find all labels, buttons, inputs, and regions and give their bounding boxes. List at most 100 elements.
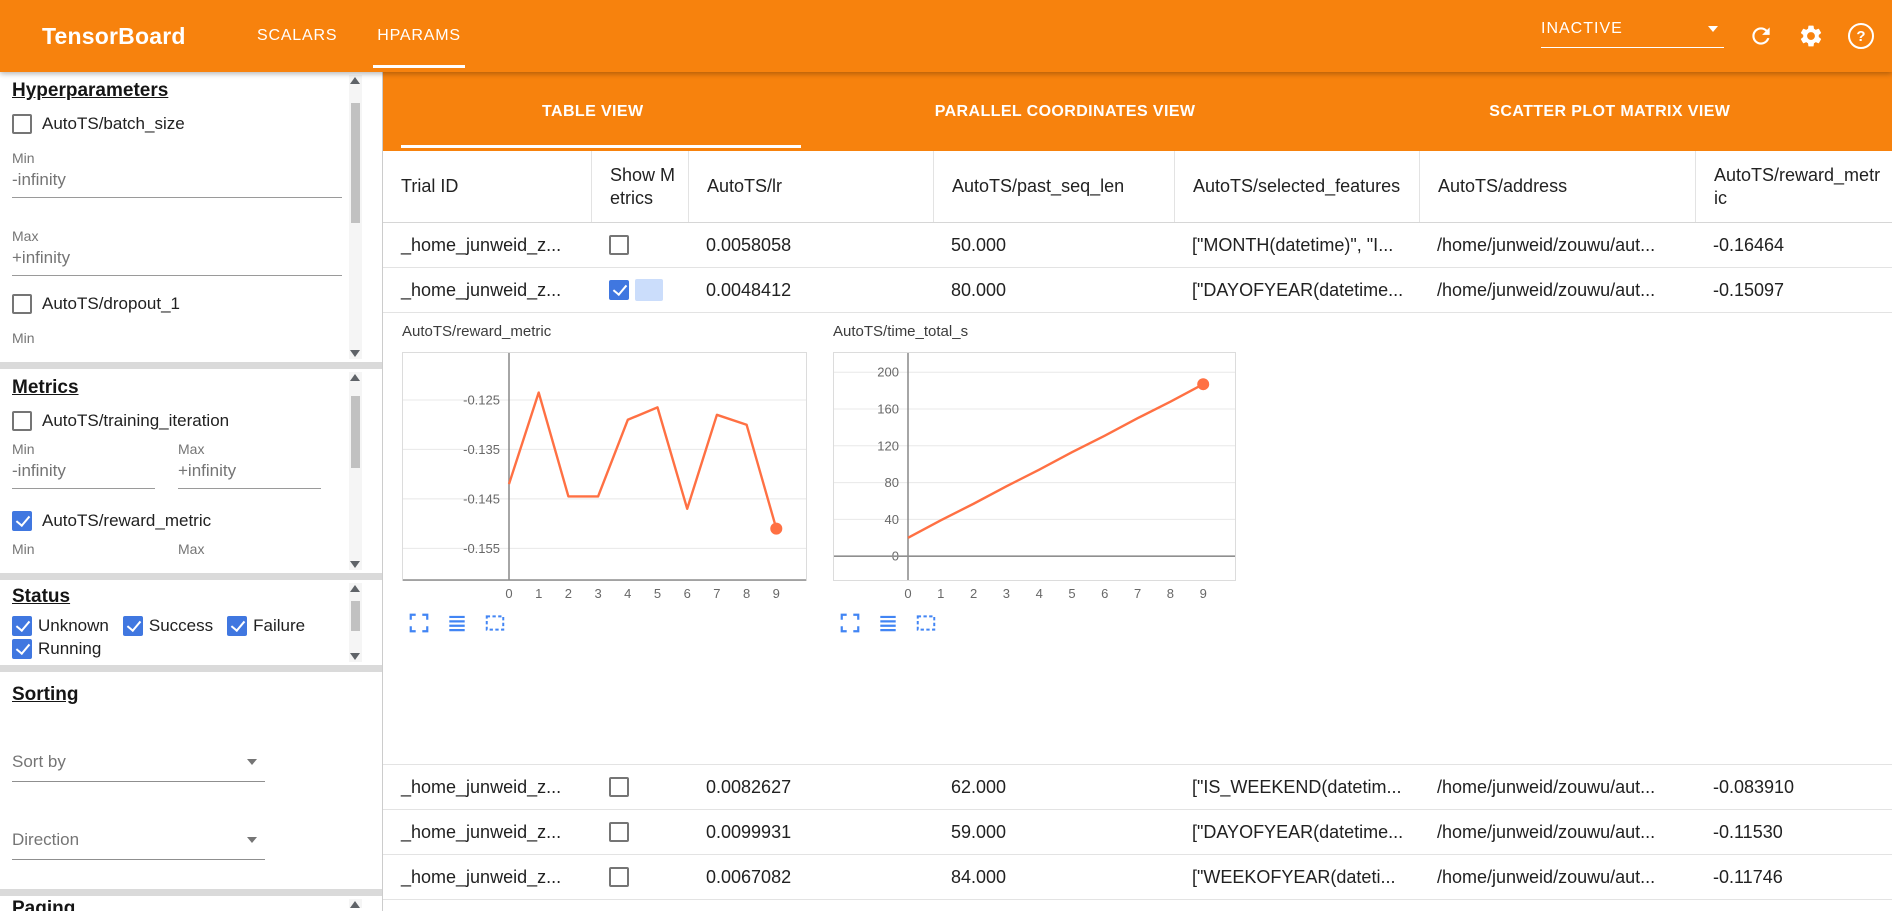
col-lr[interactable]: AutoTS/lr — [688, 151, 933, 222]
cell-lr: 0.0058058 — [706, 234, 792, 255]
status-option-running[interactable]: Running — [12, 639, 101, 659]
max-input[interactable]: +infinity — [12, 246, 342, 276]
max-input[interactable]: +infinity — [178, 459, 321, 489]
sort-by-label: Sort by — [12, 752, 66, 771]
checkbox-failure[interactable] — [227, 616, 248, 636]
checkbox-running[interactable] — [12, 639, 32, 659]
col-trial-id[interactable]: Trial ID — [401, 176, 459, 197]
cell-selected-features: ["MONTH(datetime)", "I... — [1192, 234, 1394, 255]
zoom-reset-icon[interactable] — [915, 612, 937, 634]
svg-text:-0.135: -0.135 — [463, 442, 500, 457]
checkbox-training-iteration[interactable] — [12, 411, 32, 431]
cell-show-metrics — [591, 777, 688, 797]
tab-table-view[interactable]: TABLE VIEW — [383, 72, 803, 151]
checkbox-dropout-1[interactable] — [12, 294, 32, 314]
min-label: Min — [12, 541, 35, 557]
svg-text:7: 7 — [1134, 586, 1141, 601]
data-view-icon[interactable] — [446, 612, 468, 634]
data-view-icon[interactable] — [877, 612, 899, 634]
metric-training-iteration-row: AutoTS/training_iteration — [12, 411, 370, 431]
cell-past-seq-len: 59.000 — [951, 821, 1007, 842]
show-metrics-checkbox[interactable] — [609, 280, 629, 300]
app-title: TensorBoard — [42, 22, 186, 49]
fullscreen-icon[interactable] — [839, 612, 861, 634]
svg-text:0: 0 — [505, 586, 512, 601]
checkbox-label: Failure — [253, 616, 306, 635]
checkbox-label: AutoTS/batch_size — [42, 114, 185, 133]
cell-address: /home/junweid/zouwu/aut... — [1437, 776, 1656, 797]
scrollbar-thumb[interactable] — [351, 103, 360, 223]
scroll-down-icon[interactable] — [350, 561, 360, 568]
section-title-paging: Paging — [12, 898, 76, 911]
settings-icon[interactable] — [1798, 23, 1824, 49]
checkbox-unknown[interactable] — [12, 616, 32, 636]
top-toolbar: TensorBoard SCALARS HPARAMS INACTIVE ? — [0, 0, 1892, 72]
svg-text:6: 6 — [684, 586, 691, 601]
scroll-up-icon[interactable] — [350, 901, 360, 908]
refresh-icon[interactable] — [1748, 23, 1774, 49]
section-scrollbar[interactable] — [349, 372, 362, 570]
tab-hparams[interactable]: HPARAMS — [357, 0, 481, 72]
status-option-failure[interactable]: Failure — [227, 616, 305, 636]
show-metrics-checkbox[interactable] — [609, 867, 629, 887]
status-option-success[interactable]: Success — [122, 616, 214, 636]
cell-selected-features: ["DAYOFYEAR(datetime... — [1192, 279, 1404, 300]
show-metrics-checkbox[interactable] — [609, 235, 629, 255]
col-reward-metric[interactable]: AutoTS/reward_metric — [1695, 151, 1892, 222]
svg-text:4: 4 — [1036, 586, 1043, 601]
min-input[interactable]: -infinity — [12, 168, 342, 198]
direction-select[interactable]: Direction — [12, 830, 265, 860]
tab-scalars[interactable]: SCALARS — [257, 27, 338, 44]
chart-toolbar — [402, 612, 807, 634]
table-row: _home_junweid_z... 0.0082627 62.000 ["IS… — [383, 765, 1892, 810]
chart-toolbar — [833, 612, 1236, 634]
table-row: _home_junweid_z... 0.0058058 50.000 ["MO… — [383, 223, 1892, 268]
scroll-up-icon[interactable] — [350, 77, 360, 84]
status-option-unknown[interactable]: Unknown — [12, 616, 109, 636]
cell-address: /home/junweid/zouwu/aut... — [1437, 821, 1656, 842]
help-glyph: ? — [1856, 27, 1866, 45]
status-dropdown[interactable]: INACTIVE — [1541, 20, 1724, 48]
section-title-metrics: Metrics — [12, 377, 79, 398]
checkbox-label: AutoTS/training_iteration — [42, 411, 230, 430]
cell-show-metrics — [591, 235, 688, 255]
section-scrollbar[interactable] — [349, 75, 362, 359]
min-input[interactable]: -infinity — [12, 459, 155, 489]
sidebar-section-status: Status Unknown Success Failure Running — [0, 580, 382, 665]
cell-trial-id: _home_junweid_z... — [401, 279, 562, 300]
scrollbar-thumb[interactable] — [351, 601, 360, 631]
show-metrics-checkbox[interactable] — [609, 822, 629, 842]
zoom-reset-icon[interactable] — [484, 612, 506, 634]
section-scrollbar[interactable] — [349, 899, 362, 908]
checkbox-label: Success — [148, 616, 214, 635]
checkbox-batch-size[interactable] — [12, 114, 32, 134]
sort-by-select[interactable]: Sort by — [12, 752, 265, 782]
sidebar-section-hyperparameters: Hyperparameters AutoTS/batch_size Min -i… — [0, 72, 382, 362]
svg-text:9: 9 — [773, 586, 780, 601]
cell-selected-features: ["WEEKOFYEAR(dateti... — [1192, 866, 1396, 887]
sidebar-section-metrics: Metrics AutoTS/training_iteration Min -i… — [0, 369, 382, 573]
svg-text:7: 7 — [713, 586, 720, 601]
scroll-up-icon[interactable] — [350, 374, 360, 381]
scroll-down-icon[interactable] — [350, 653, 360, 660]
help-icon[interactable]: ? — [1848, 23, 1874, 49]
col-past-seq-len[interactable]: AutoTS/past_seq_len — [933, 151, 1174, 222]
show-metrics-checkbox[interactable] — [609, 777, 629, 797]
chart-title: AutoTS/reward_metric — [402, 323, 552, 340]
scroll-up-icon[interactable] — [350, 585, 360, 592]
tab-scatter-plot-matrix-view[interactable]: SCATTER PLOT MATRIX VIEW — [1489, 102, 1731, 120]
cell-lr: 0.0099931 — [706, 821, 792, 842]
fullscreen-icon[interactable] — [408, 612, 430, 634]
cell-past-seq-len: 50.000 — [951, 234, 1007, 255]
col-selected-features[interactable]: AutoTS/selected_features — [1174, 151, 1419, 222]
section-scrollbar[interactable] — [349, 583, 362, 662]
tab-parallel-coordinates-view[interactable]: PARALLEL COORDINATES VIEW — [934, 102, 1196, 120]
cell-address: /home/junweid/zouwu/aut... — [1437, 279, 1656, 300]
checkbox-success[interactable] — [122, 616, 143, 636]
col-address[interactable]: AutoTS/address — [1419, 151, 1695, 222]
svg-text:-0.155: -0.155 — [463, 541, 500, 556]
checkbox-reward-metric[interactable] — [12, 511, 32, 531]
scrollbar-thumb[interactable] — [351, 396, 360, 468]
col-show-metrics[interactable]: Show Metrics — [591, 151, 688, 222]
scroll-down-icon[interactable] — [350, 350, 360, 357]
